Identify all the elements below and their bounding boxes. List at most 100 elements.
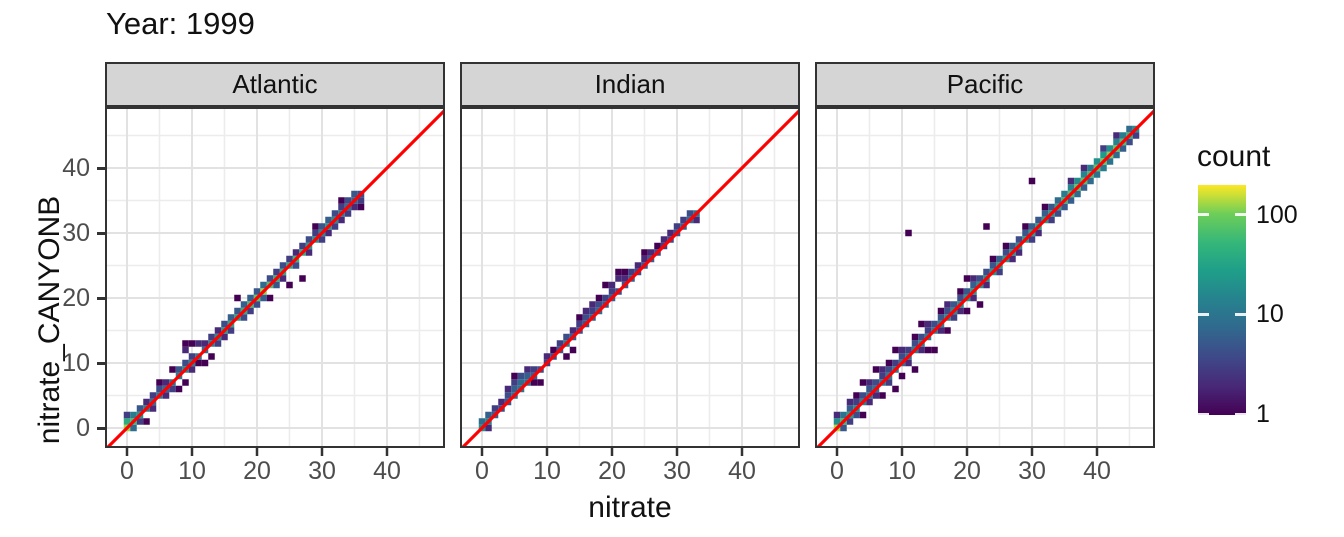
count-bin — [833, 411, 841, 419]
count-bin — [130, 424, 137, 432]
count-bin — [182, 346, 189, 354]
count-bin — [1093, 158, 1101, 165]
viridis-colorbar — [1198, 185, 1246, 415]
count-bin — [299, 275, 306, 282]
count-bin — [485, 411, 492, 419]
count-bin — [214, 327, 222, 334]
count-bin — [660, 236, 668, 243]
count-bin — [989, 255, 997, 263]
count-bin — [201, 340, 209, 347]
count-bin — [898, 346, 906, 354]
count-bin — [1093, 171, 1101, 178]
panel-border — [105, 107, 445, 448]
count-bin — [292, 249, 300, 256]
count-bin — [872, 366, 880, 373]
count-bin — [331, 223, 339, 230]
count-bin — [1022, 229, 1029, 237]
count-bin — [957, 294, 964, 302]
count-bin — [234, 307, 241, 315]
count-bin — [543, 353, 551, 360]
count-bin — [879, 372, 886, 380]
count-bin — [357, 197, 365, 204]
count-bin — [924, 320, 932, 328]
count-bin — [866, 379, 873, 386]
count-bin — [647, 249, 655, 256]
count-bin — [615, 275, 622, 282]
count-bin — [162, 392, 170, 399]
count-bin — [156, 379, 163, 386]
count-bin — [227, 314, 235, 321]
count-bin — [859, 379, 867, 386]
colorbar-tick-mark — [1235, 312, 1246, 316]
count-bin — [1119, 145, 1127, 152]
colorbar-tick-label: 1 — [1256, 400, 1270, 429]
count-bin — [654, 242, 661, 250]
count-bin — [305, 236, 313, 243]
count-bin — [214, 340, 222, 347]
count-bin — [853, 398, 860, 406]
x-tick-label: 40 — [373, 457, 401, 485]
count-bin — [1113, 151, 1120, 159]
colorbar-tick-mark — [1198, 213, 1209, 217]
count-bin — [589, 301, 596, 308]
count-bin — [240, 314, 248, 321]
count-bin — [325, 216, 332, 224]
count-bin — [944, 327, 951, 334]
count-bin — [918, 346, 925, 354]
count-bin — [530, 379, 538, 386]
count-bin — [338, 216, 345, 224]
count-bin — [983, 268, 990, 276]
x-tick-label: 0 — [830, 457, 844, 485]
count-bin — [143, 418, 150, 425]
count-bin — [344, 210, 352, 217]
facet-strip-label: Indian — [594, 69, 666, 99]
count-bin — [879, 392, 886, 399]
count-bin — [1100, 164, 1107, 172]
count-bin — [1054, 210, 1062, 217]
count-bin — [608, 281, 616, 289]
count-bin — [1100, 145, 1107, 152]
count-bin — [621, 268, 629, 276]
count-bin — [608, 288, 616, 295]
count-bin — [1028, 223, 1036, 230]
count-bin — [240, 301, 248, 308]
count-bin — [273, 281, 280, 289]
count-bin — [1009, 242, 1016, 250]
count-bin — [595, 301, 603, 308]
y-tick-mark — [97, 426, 105, 430]
count-bin — [905, 359, 912, 367]
colorbar-tick-mark — [1198, 312, 1209, 316]
count-bin — [846, 398, 854, 406]
count-bin — [175, 385, 183, 393]
count-bin — [853, 392, 860, 399]
count-bin — [582, 314, 590, 321]
count-bin — [1132, 132, 1140, 139]
count-bin — [641, 249, 648, 256]
facet-strip-atlantic: Atlantic — [105, 62, 445, 107]
count-bin — [950, 301, 958, 308]
count-bin — [208, 333, 215, 341]
count-bin — [188, 366, 196, 373]
count-bin — [859, 411, 867, 419]
colorbar-tick-mark — [1235, 412, 1246, 416]
count-bin — [602, 294, 609, 302]
count-bin — [511, 372, 518, 380]
count-bin — [1054, 197, 1062, 204]
count-bin — [312, 223, 319, 230]
count-bin — [853, 411, 860, 419]
count-bin — [273, 268, 280, 276]
count-bin — [872, 392, 880, 399]
count-bin — [628, 268, 635, 276]
legend-title: count — [1197, 140, 1271, 173]
count-bin — [266, 275, 274, 282]
colorbar-tick-label: 10 — [1256, 300, 1284, 329]
count-bin — [970, 281, 977, 289]
count-bin — [357, 203, 365, 211]
count-bin — [517, 379, 525, 386]
count-bin — [1074, 177, 1081, 185]
count-bin — [530, 366, 538, 373]
count-bin — [123, 418, 131, 425]
plot-title: Year: 1999 — [106, 6, 255, 41]
count-bin — [344, 197, 352, 204]
count-bin — [846, 405, 854, 412]
